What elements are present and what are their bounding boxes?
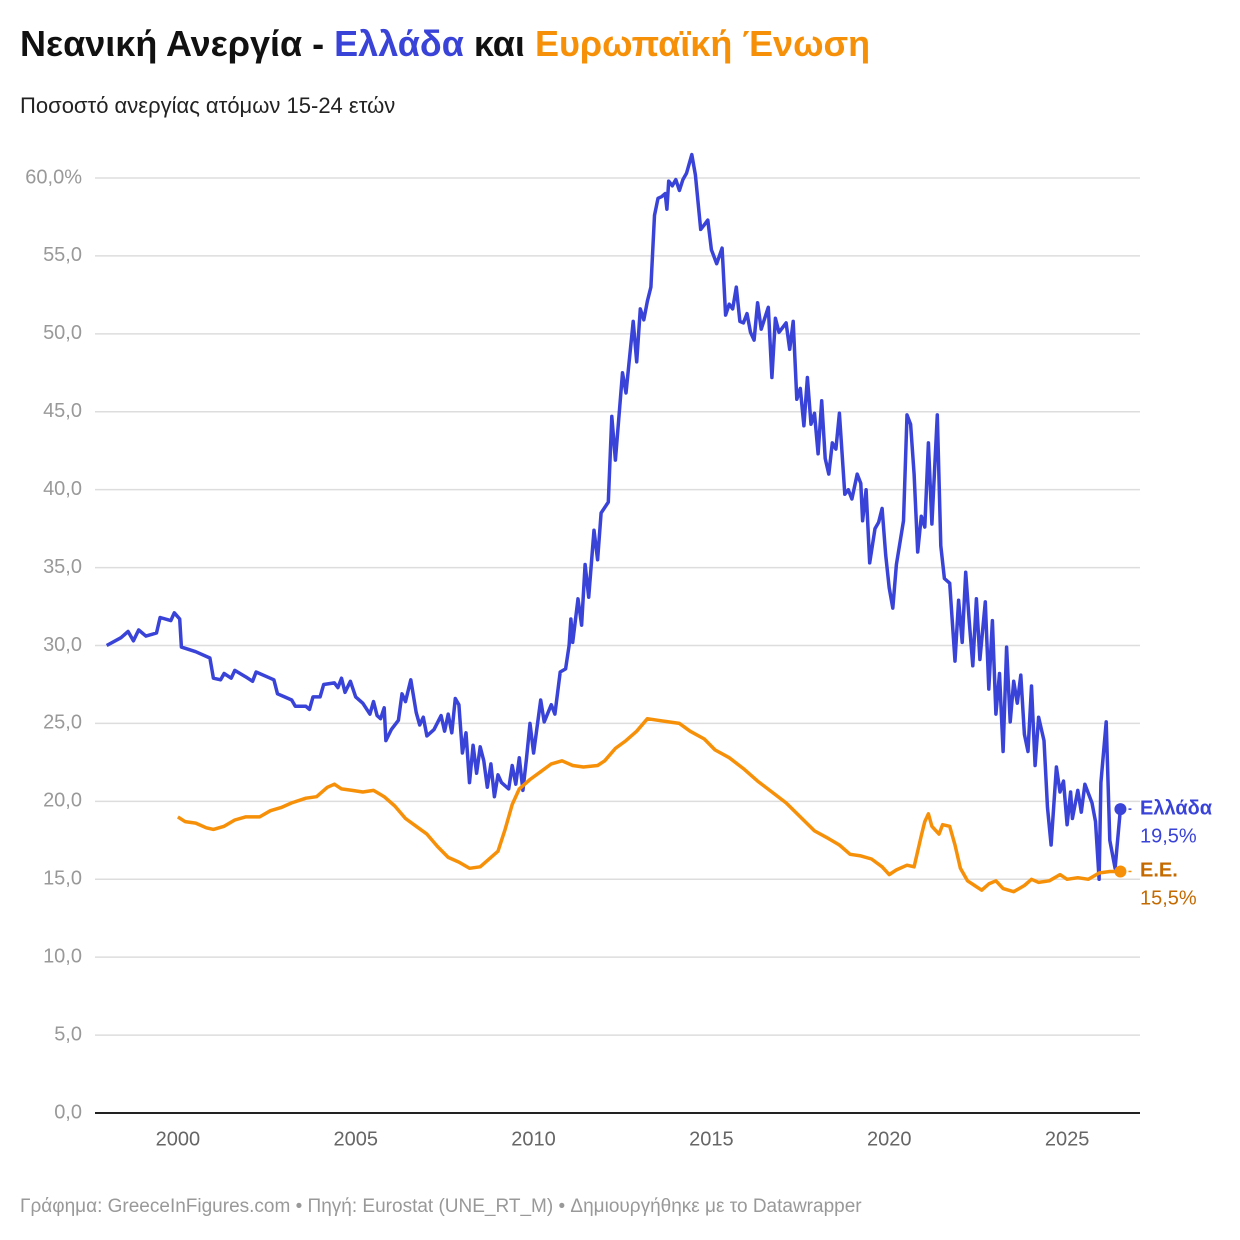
x-tick-label: 2000 <box>156 1128 201 1150</box>
subtitle: Ποσοστό ανεργίας ατόμων 15-24 ετών <box>20 93 395 118</box>
x-tick-label: 2015 <box>689 1128 734 1150</box>
footer: Γράφημα: GreeceInFigures.com • Πηγή: Eur… <box>20 1196 862 1217</box>
y-tick-label: 25,0 <box>43 712 82 734</box>
y-tick-label: 40,0 <box>43 478 82 500</box>
y-tick-label: 50,0 <box>43 322 82 344</box>
y-tick-label: 55,0 <box>43 244 82 266</box>
y-tick-label: 0,0 <box>54 1101 82 1123</box>
end-point <box>1114 803 1127 816</box>
y-tick-label: 30,0 <box>43 634 82 656</box>
end-point <box>1114 865 1127 878</box>
value-label: 19,5% <box>1140 825 1197 847</box>
title-part: Ευρωπαϊκή Ένωση <box>535 23 870 64</box>
series-label: Ελλάδα <box>1140 797 1213 819</box>
series-line <box>105 152 1123 882</box>
title-part: Ελλάδα <box>334 23 464 64</box>
x-tick-label: 2005 <box>333 1128 378 1150</box>
title-part: Νεανική Ανεργία - <box>20 23 324 64</box>
y-tick-label: 60,0% <box>25 166 82 188</box>
y-tick-label: 5,0 <box>54 1023 82 1045</box>
y-tick-label: 35,0 <box>43 556 82 578</box>
x-tick-label: 2020 <box>867 1128 912 1150</box>
series-label: Ε.Ε. <box>1140 860 1178 882</box>
chart-title: Νεανική Ανεργία - Ελλάδα και Ευρωπαϊκή Έ… <box>20 23 870 64</box>
x-tick-label: 2010 <box>511 1128 556 1150</box>
title-part: και <box>474 23 525 64</box>
value-label: 15,5% <box>1140 888 1197 910</box>
y-tick-label: 45,0 <box>43 400 82 422</box>
y-tick-label: 15,0 <box>43 868 82 890</box>
x-tick-label: 2025 <box>1045 1128 1090 1150</box>
y-tick-label: 20,0 <box>43 790 82 812</box>
series-line <box>176 716 1121 894</box>
y-tick-label: 10,0 <box>43 945 82 967</box>
